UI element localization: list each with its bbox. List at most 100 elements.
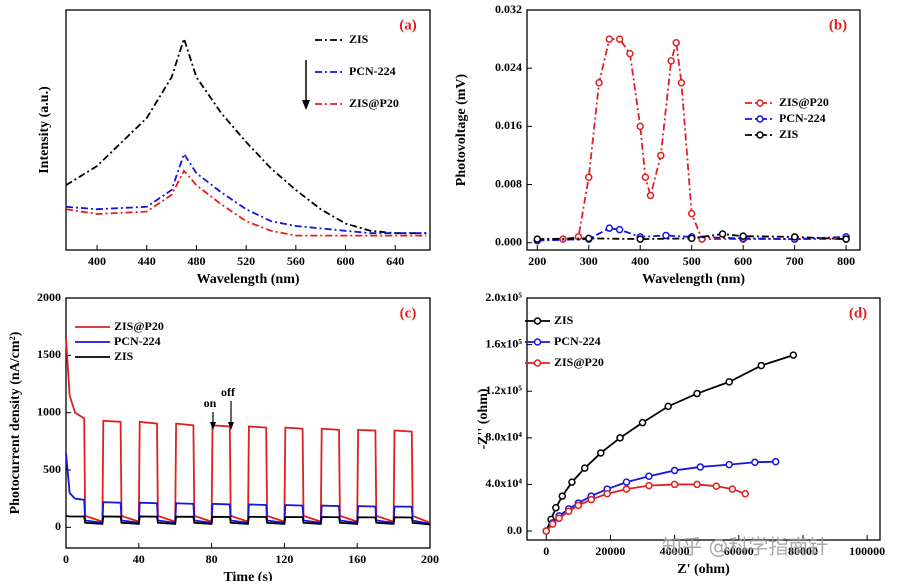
series-marker bbox=[626, 49, 634, 58]
x-tick-label: 560 bbox=[287, 254, 305, 268]
legend-label: PCN-224 bbox=[779, 111, 826, 125]
legend-label: ZIS@P20 bbox=[779, 95, 829, 109]
series-marker bbox=[687, 209, 696, 218]
panel-label: (d) bbox=[849, 305, 867, 321]
legend-marker bbox=[756, 99, 764, 107]
y-axis-title: Photocurrent density (nA/cm²) bbox=[8, 331, 23, 514]
series-marker bbox=[641, 173, 650, 182]
annotation-arrow-head bbox=[210, 422, 216, 430]
series-line bbox=[65, 338, 431, 524]
legend-marker bbox=[533, 317, 542, 325]
legend-marker bbox=[756, 131, 764, 139]
x-tick-label: 400 bbox=[88, 254, 106, 268]
y-tick-label: 0.0 bbox=[507, 523, 522, 537]
annotation: off bbox=[221, 385, 236, 399]
legend-label: ZIS bbox=[114, 349, 134, 363]
y-tick-label: 0.008 bbox=[495, 176, 522, 190]
y-axis-title: Intensity (a.u.) bbox=[37, 86, 52, 174]
x-tick-label: 700 bbox=[786, 254, 804, 268]
series-marker bbox=[645, 481, 653, 490]
series-marker bbox=[597, 449, 605, 457]
series-line bbox=[65, 515, 431, 526]
series-line bbox=[65, 151, 427, 235]
y-tick-label: 0.000 bbox=[495, 234, 522, 248]
x-tick-label: 400 bbox=[631, 254, 649, 268]
x-tick-label: 640 bbox=[386, 254, 404, 268]
x-axis-title: Wavelength (nm) bbox=[642, 272, 745, 287]
series-marker bbox=[677, 78, 686, 87]
series-marker bbox=[842, 235, 850, 243]
series-marker bbox=[533, 235, 542, 243]
series-marker bbox=[657, 151, 665, 160]
series-marker bbox=[771, 457, 780, 466]
series-line bbox=[537, 227, 847, 242]
x-axis-title: Wavelength (nm) bbox=[196, 272, 299, 287]
y-tick-label: 0.024 bbox=[495, 60, 522, 74]
y-tick-label: 1.2x10⁵ bbox=[485, 383, 522, 397]
y-tick-label: 0.032 bbox=[495, 2, 522, 16]
legend-label: ZIS bbox=[554, 313, 574, 327]
series-marker bbox=[664, 402, 672, 411]
y-tick-label: 1500 bbox=[37, 347, 61, 361]
x-tick-label: 80 bbox=[206, 552, 218, 566]
series-line bbox=[65, 452, 431, 525]
x-tick-label: 40000 bbox=[660, 544, 690, 558]
series-line bbox=[537, 233, 847, 240]
x-tick-label: 200 bbox=[421, 552, 439, 566]
x-tick-label: 0 bbox=[63, 552, 69, 566]
x-tick-label: 200 bbox=[528, 254, 546, 268]
series-marker bbox=[667, 57, 675, 65]
series-marker bbox=[696, 463, 705, 471]
x-tick-label: 440 bbox=[138, 254, 156, 268]
series-marker bbox=[605, 35, 614, 43]
x-axis-title: Time (s) bbox=[223, 570, 272, 581]
legend-label: ZIS@P20 bbox=[554, 355, 604, 369]
y-tick-label: 1000 bbox=[37, 404, 61, 418]
series-line bbox=[65, 35, 427, 235]
x-tick-label: 160 bbox=[348, 552, 366, 566]
series-marker bbox=[568, 478, 576, 486]
series-marker bbox=[718, 230, 727, 238]
series-marker bbox=[585, 234, 593, 243]
legend-arrow-head bbox=[302, 100, 310, 110]
x-tick-label: 80000 bbox=[788, 544, 818, 558]
series-marker bbox=[670, 480, 679, 489]
series-marker bbox=[646, 191, 655, 200]
x-tick-label: 300 bbox=[580, 254, 598, 268]
y-tick-label: 2000 bbox=[37, 290, 61, 304]
y-tick-label: 8.0x10⁴ bbox=[485, 430, 522, 444]
series-marker bbox=[542, 527, 551, 535]
series-marker bbox=[605, 224, 614, 232]
legend-label: ZIS@P20 bbox=[349, 96, 399, 110]
series-marker bbox=[587, 495, 595, 504]
x-tick-label: 100000 bbox=[849, 544, 885, 558]
series-marker bbox=[693, 480, 701, 489]
legend-marker bbox=[533, 359, 542, 367]
legend-label: ZIS@P20 bbox=[114, 319, 164, 333]
series-marker bbox=[728, 485, 737, 493]
series-marker bbox=[757, 361, 766, 370]
y-tick-label: 2.0x10⁵ bbox=[485, 290, 522, 304]
annotation-arrow-head bbox=[228, 422, 234, 430]
x-axis-title: Z' (ohm) bbox=[677, 562, 730, 577]
series-marker bbox=[622, 478, 631, 486]
series-marker bbox=[739, 232, 747, 240]
plot-frame bbox=[65, 297, 431, 549]
x-tick-label: 600 bbox=[734, 254, 752, 268]
series-marker bbox=[636, 122, 644, 131]
legend-label: ZIS bbox=[779, 127, 799, 141]
series-marker bbox=[672, 38, 681, 47]
series-marker bbox=[595, 78, 603, 87]
panel-label: (b) bbox=[829, 17, 847, 33]
series-line bbox=[65, 169, 427, 237]
x-tick-label: 20000 bbox=[595, 544, 625, 558]
panel-label: (c) bbox=[400, 305, 417, 321]
series-marker bbox=[558, 492, 567, 500]
y-tick-label: 1.6x10⁵ bbox=[485, 336, 522, 350]
plot-frame bbox=[65, 9, 431, 251]
series-marker bbox=[585, 173, 593, 182]
series-marker bbox=[555, 514, 563, 522]
y-tick-label: 0 bbox=[55, 519, 61, 533]
series-marker bbox=[712, 482, 721, 490]
